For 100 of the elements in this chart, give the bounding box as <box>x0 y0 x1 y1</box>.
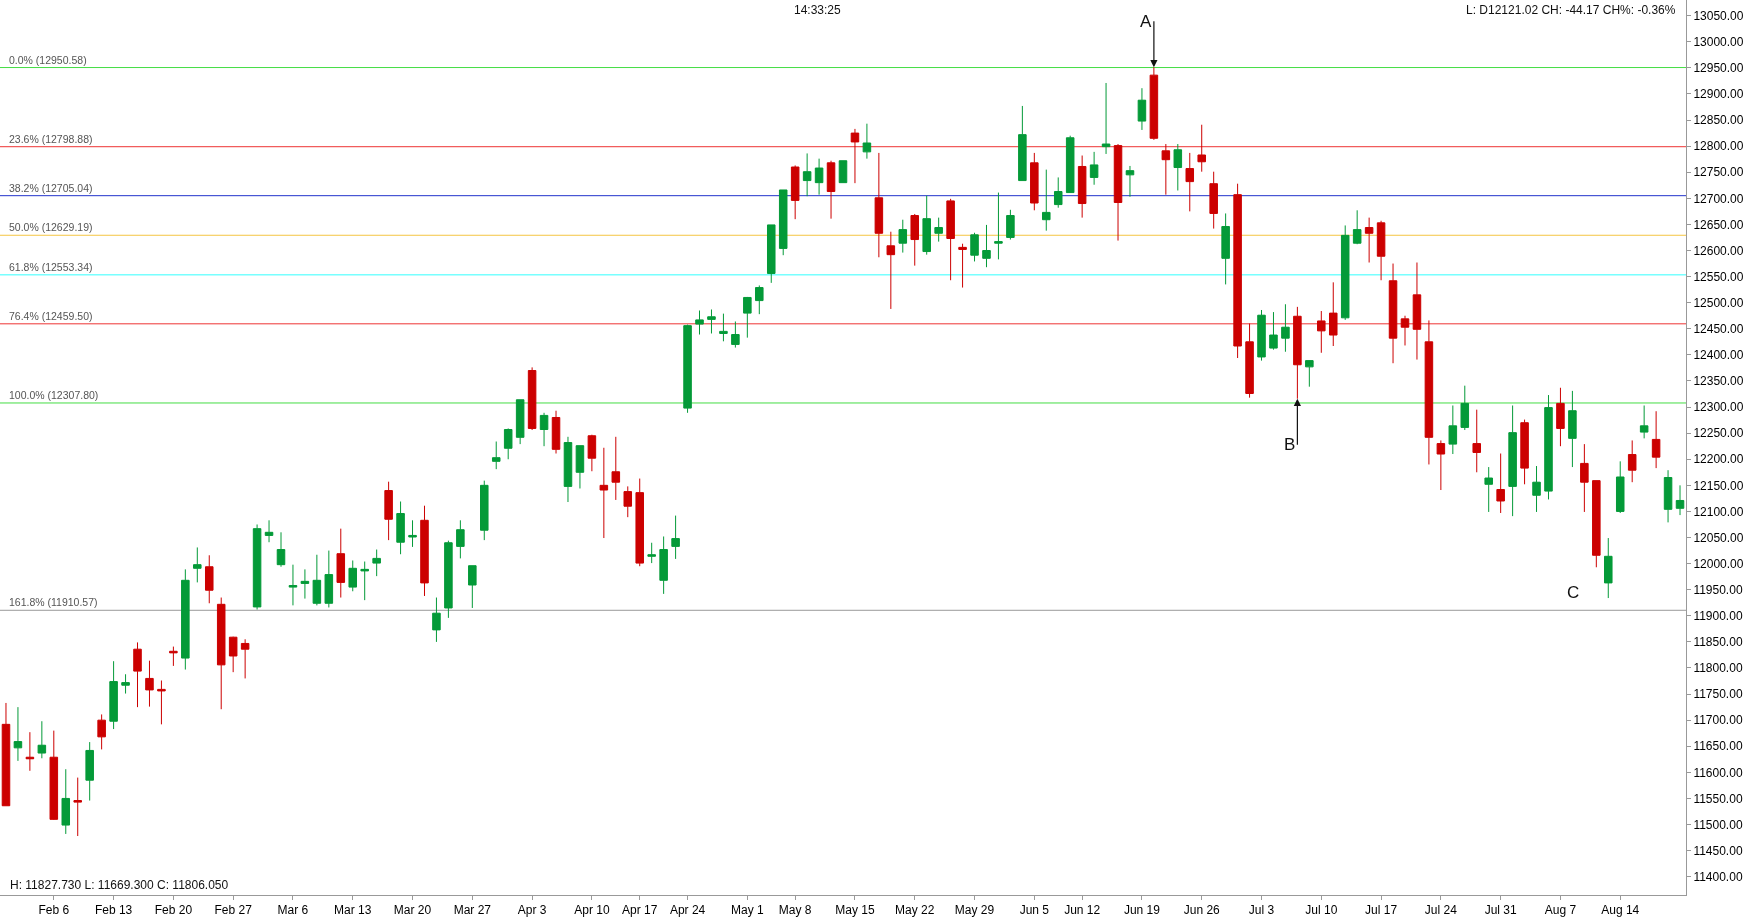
candlestick <box>204 554 214 604</box>
x-tick-label: Apr 24 <box>669 903 706 918</box>
y-tick-label: 12100.00 <box>1693 504 1744 519</box>
ref-line-label: 161.8% (11910.57) <box>9 596 98 608</box>
candlestick <box>575 445 585 489</box>
x-tick-label: Jul 17 <box>1365 903 1398 918</box>
candlestick <box>1161 143 1171 196</box>
x-tick-label: May 8 <box>778 903 812 918</box>
candlestick <box>396 501 405 555</box>
candlestick <box>1412 262 1422 361</box>
candlestick <box>145 660 154 708</box>
candlestick <box>683 324 692 414</box>
x-tick-label: Jun 12 <box>1064 903 1101 918</box>
candlestick <box>766 224 776 284</box>
candlestick <box>647 542 656 564</box>
x-tick-label: Feb 6 <box>38 903 70 918</box>
y-tick-label: 12000.00 <box>1693 556 1744 571</box>
y-tick-label: 12900.00 <box>1693 87 1744 102</box>
candlestick <box>1317 310 1326 354</box>
candlestick <box>1089 151 1099 186</box>
y-tick-label: 12950.00 <box>1693 61 1744 76</box>
candlestick <box>1460 385 1470 431</box>
x-tick-label: Feb 20 <box>154 903 193 918</box>
candlestick <box>1 702 11 807</box>
candlestick <box>922 195 931 256</box>
x-tick-label: Mar 13 <box>334 903 372 918</box>
x-tick-label: Jun 26 <box>1183 903 1221 918</box>
candlestick <box>1006 209 1015 241</box>
y-tick-label: 12150.00 <box>1693 478 1744 493</box>
candlestick <box>755 284 764 315</box>
candlestick <box>1352 209 1362 245</box>
candlestick <box>456 519 465 559</box>
y-tick-label: 11700.00 <box>1693 713 1743 728</box>
x-tick-label: Apr 3 <box>517 903 547 918</box>
candlestick <box>384 481 393 541</box>
candlestick <box>1042 169 1051 232</box>
x-tick-label: Apr 17 <box>622 903 658 918</box>
y-tick-label: 11650.00 <box>1693 739 1743 754</box>
candlestick <box>1376 220 1386 281</box>
x-tick-label: May 22 <box>895 903 935 918</box>
candlestick <box>1018 105 1027 182</box>
candlestick <box>982 224 991 268</box>
x-tick-label: May 1 <box>731 903 764 918</box>
candlestick <box>85 741 94 802</box>
y-tick-label: 11950.00 <box>1693 582 1743 597</box>
candlestick <box>372 549 381 577</box>
y-tick-label: 12750.00 <box>1693 165 1744 180</box>
candlestick <box>1233 183 1242 359</box>
candlestick <box>1532 465 1541 513</box>
x-tick-label: Feb 13 <box>94 903 133 918</box>
candlestick <box>408 519 417 548</box>
y-tick-label: 12700.00 <box>1693 191 1744 206</box>
candlestick <box>324 550 334 608</box>
candlestick <box>1197 124 1206 173</box>
candlestick <box>13 706 23 762</box>
y-tick-label: 11600.00 <box>1693 765 1743 780</box>
candlestick <box>743 296 752 339</box>
candlestick <box>336 528 346 599</box>
candlestick <box>1651 410 1661 469</box>
candlestick <box>49 730 59 821</box>
x-tick-label: Jun 19 <box>1123 903 1161 918</box>
ref-line-label: 23.6% (12798.88) <box>9 133 93 145</box>
candlestick <box>1340 224 1350 321</box>
y-tick-label: 12400.00 <box>1693 348 1744 363</box>
candlestick <box>264 519 274 543</box>
candlestick <box>599 447 609 539</box>
candlestick <box>886 231 896 310</box>
x-tick-label: Jul 3 <box>1248 903 1275 918</box>
y-tick-label: 12550.00 <box>1693 269 1744 284</box>
candlestick <box>659 535 668 595</box>
candlestick <box>432 597 441 643</box>
candlestick <box>1568 390 1577 468</box>
candlestick <box>193 546 202 583</box>
candlestick <box>444 540 453 619</box>
candlestick <box>1185 152 1195 212</box>
candlestick <box>671 515 680 560</box>
candlestick <box>252 523 262 611</box>
candlestick <box>228 636 238 673</box>
candlestick <box>288 564 298 606</box>
candlestick <box>994 192 1003 260</box>
annotation: C <box>1567 583 1580 602</box>
candlestick <box>1436 439 1446 491</box>
candlestick <box>1472 409 1482 473</box>
y-tick-label: 11900.00 <box>1693 609 1743 623</box>
candlestick <box>61 768 71 835</box>
candlestick <box>862 123 872 160</box>
ref-line-label: 61.8% (12553.34) <box>9 261 93 273</box>
candlestick <box>826 160 836 220</box>
candlestick <box>1030 152 1039 211</box>
candlestick <box>707 308 716 334</box>
candlestick <box>276 531 286 568</box>
ref-line-label: 0.0% (12950.58) <box>9 54 87 66</box>
candlestick <box>133 641 142 708</box>
candlestick <box>73 777 82 837</box>
candlestick <box>312 554 322 606</box>
candlestick <box>181 568 190 671</box>
candlestick <box>802 152 812 197</box>
candlestick <box>348 559 358 592</box>
candlestick <box>778 189 788 256</box>
candlestick <box>838 160 848 184</box>
